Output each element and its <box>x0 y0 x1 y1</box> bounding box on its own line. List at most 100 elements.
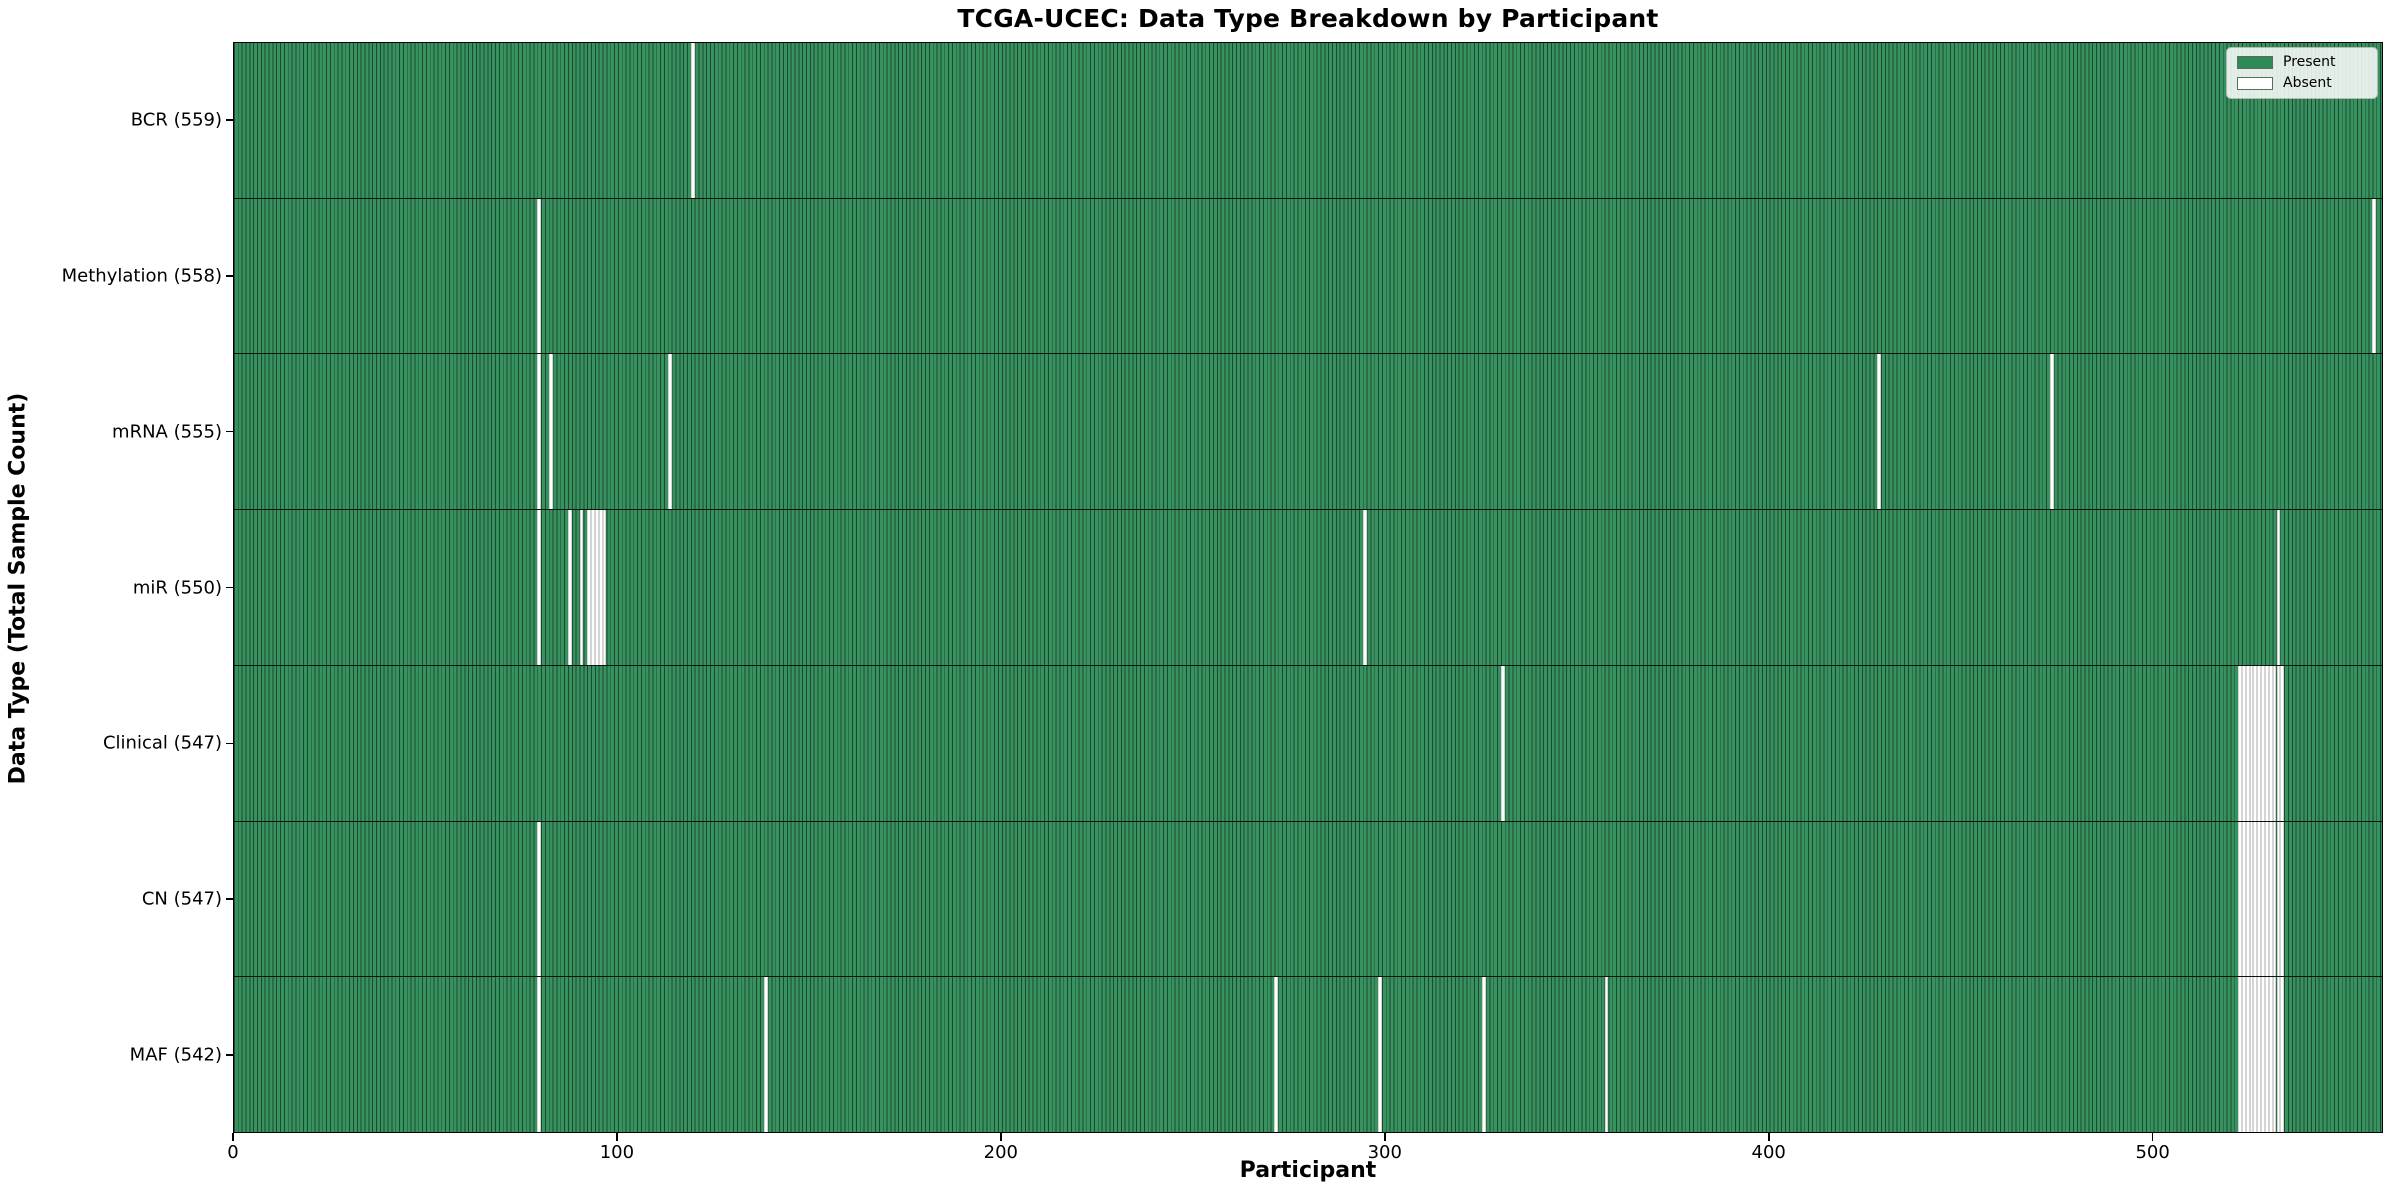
absent-bar <box>2238 821 2242 977</box>
absent-bar <box>2372 198 2377 354</box>
absent-bar <box>667 354 672 510</box>
plot-area <box>233 42 2383 1133</box>
absent-bar <box>1604 977 1609 1133</box>
legend-swatch-icon <box>2237 56 2273 69</box>
x-axis-title: Participant <box>1239 1158 1377 1183</box>
absent-bar <box>1274 977 1279 1133</box>
y-tick-label: Methylation (558) <box>61 265 222 287</box>
absent-bar <box>2241 665 2246 821</box>
y-tick-mark <box>226 898 233 900</box>
absent-bar <box>2245 665 2250 821</box>
absent-bar <box>2268 665 2273 821</box>
absent-bar <box>598 510 603 665</box>
absent-bar <box>763 977 768 1133</box>
absent-bar <box>2276 510 2281 665</box>
absent-bar <box>2272 977 2277 1133</box>
y-tick-mark <box>226 742 233 745</box>
absent-bar <box>2276 665 2281 821</box>
absent-bar <box>2264 665 2269 821</box>
absent-bar <box>2245 821 2250 977</box>
x-tick-label: 300 <box>1367 1142 1402 1163</box>
absent-bar <box>2245 977 2250 1133</box>
chart-row-mir <box>234 509 2382 665</box>
absent-bar <box>690 43 695 198</box>
x-tick-label: 100 <box>599 1142 635 1163</box>
absent-bar <box>537 821 542 977</box>
absent-bar <box>2264 821 2269 977</box>
absent-bar <box>2257 665 2262 821</box>
absent-bar <box>2272 821 2277 977</box>
legend-entry-absent: Absent <box>2237 76 2367 91</box>
chart-row-cn <box>234 820 2382 977</box>
y-tick-label: Clinical (547) <box>102 732 222 754</box>
absent-bar <box>2268 821 2273 977</box>
absent-bar <box>587 510 592 665</box>
absent-bar <box>2253 821 2258 977</box>
absent-bar <box>579 510 584 665</box>
y-tick-label: mRNA (555) <box>112 421 222 443</box>
absent-bar <box>2238 665 2242 821</box>
y-tick-mark <box>226 1054 233 1056</box>
absent-bar <box>2253 665 2258 821</box>
y-tick-mark <box>226 586 233 589</box>
absent-bar <box>537 510 542 665</box>
absent-bar <box>537 977 542 1133</box>
absent-bar <box>1500 665 1505 821</box>
absent-bar <box>2238 977 2242 1133</box>
x-tick-mark <box>232 1133 234 1141</box>
x-tick-mark <box>2151 1133 2154 1141</box>
absent-bar <box>1378 977 1382 1133</box>
absent-bar <box>2261 665 2265 821</box>
legend-entry-present: Present <box>2237 55 2367 70</box>
y-tick-mark <box>226 119 233 121</box>
absent-bar <box>2264 977 2269 1133</box>
absent-bar <box>2276 821 2281 977</box>
absent-bar <box>568 510 572 665</box>
absent-bar <box>2253 977 2258 1133</box>
absent-bar <box>602 510 607 665</box>
x-tick-mark <box>1000 1133 1002 1141</box>
absent-bar <box>591 510 595 665</box>
absent-bar <box>2241 821 2246 977</box>
absent-bar <box>2049 354 2054 510</box>
absent-bar <box>2280 821 2285 977</box>
absent-bar <box>537 354 542 510</box>
y-tick-label: BCR (559) <box>130 109 222 131</box>
x-tick-mark <box>1767 1133 1770 1141</box>
absent-bar <box>594 510 599 665</box>
x-tick-mark <box>616 1133 618 1141</box>
legend: Present Absent <box>2226 47 2378 99</box>
y-tick-mark <box>226 430 233 433</box>
x-tick-mark <box>1383 1133 1386 1141</box>
x-tick-label: 200 <box>983 1142 1019 1163</box>
absent-bar <box>2249 977 2254 1133</box>
absent-bar <box>2276 977 2281 1133</box>
absent-bar <box>1481 977 1486 1133</box>
y-tick-label: miR (550) <box>132 577 222 598</box>
absent-bar <box>2241 977 2246 1133</box>
legend-label: Present <box>2283 54 2336 70</box>
chart-row-maf <box>234 976 2382 1133</box>
absent-bar <box>1362 510 1367 665</box>
absent-bar <box>2249 821 2254 977</box>
absent-bar <box>2280 977 2285 1133</box>
x-tick-label: 0 <box>227 1142 239 1163</box>
absent-bar <box>537 198 542 354</box>
legend-label: Absent <box>2283 75 2332 91</box>
absent-bar <box>2257 977 2262 1133</box>
chart-row-bcr <box>234 43 2382 198</box>
absent-bar <box>2268 977 2273 1133</box>
absent-bar <box>2249 665 2254 821</box>
x-tick-label: 500 <box>2135 1142 2170 1163</box>
y-tick-mark <box>226 274 233 277</box>
absent-bar <box>2261 977 2265 1133</box>
chart-row-methylation <box>234 197 2382 354</box>
absent-bar <box>2261 821 2265 977</box>
absent-bar <box>548 354 553 510</box>
y-tick-label: CN (547) <box>141 888 222 910</box>
absent-bar <box>2280 665 2285 821</box>
chart-row-mrna <box>234 353 2382 510</box>
chart-title: TCGA-UCEC: Data Type Breakdown by Partic… <box>957 4 1659 33</box>
absent-bar <box>2272 665 2277 821</box>
chart-row-clinical <box>234 664 2382 821</box>
